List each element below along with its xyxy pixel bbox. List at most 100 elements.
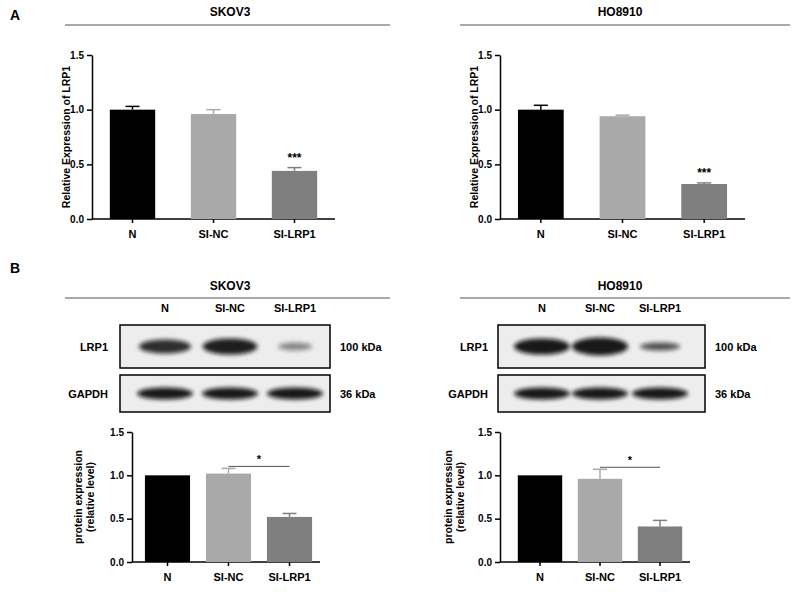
- x-tick-label: N: [537, 228, 545, 240]
- y-axis-line: [92, 56, 94, 220]
- y-axis: 0.00.51.01.5: [70, 50, 92, 225]
- error-bar: [207, 110, 221, 114]
- x-tick: SI-LRP1: [683, 219, 725, 240]
- plot-area: [518, 105, 727, 219]
- x-tick: SI-NC: [585, 562, 615, 583]
- y-tick-label: 0.5: [478, 513, 492, 524]
- x-tick-label: N: [536, 571, 544, 583]
- y-tick-mark: [87, 109, 92, 111]
- y-tick-mark: [495, 432, 500, 434]
- panel-heading: HO8910: [598, 5, 643, 19]
- blot-frame: [120, 325, 330, 368]
- y-tick-label: 1.5: [478, 427, 492, 438]
- x-tick: SI-LRP1: [273, 219, 315, 240]
- y-tick-label: 0.0: [110, 557, 124, 568]
- y-tick-mark: [495, 518, 500, 520]
- y-axis-title: (relative level): [84, 462, 96, 532]
- bar: [110, 110, 155, 219]
- significance-bracket: [600, 467, 660, 468]
- y-axis-line: [500, 56, 502, 220]
- lane-label: N: [538, 302, 546, 314]
- blot-band: [514, 339, 570, 355]
- x-tick: SI-LRP1: [268, 562, 310, 583]
- blot-row: [120, 375, 330, 412]
- y-tick-label: 1.0: [478, 470, 492, 481]
- x-axis: NSI-NCSI-LRP1: [132, 562, 320, 583]
- y-tick: 1.5: [478, 427, 500, 438]
- y-tick: 0.5: [110, 513, 132, 524]
- error-bar: [593, 469, 607, 479]
- x-tick: SI-LRP1: [639, 562, 681, 583]
- y-tick-mark: [127, 432, 132, 434]
- blot-row: [498, 325, 705, 368]
- blot-frame: [120, 375, 330, 412]
- error-bar: [534, 105, 548, 109]
- y-tick: 0.5: [70, 159, 92, 170]
- error-cap: [616, 114, 630, 116]
- y-tick-mark: [495, 475, 500, 477]
- bar: [267, 517, 312, 562]
- row-size: 36 kDa: [715, 388, 751, 400]
- heading-rule: [65, 25, 390, 26]
- lane-label: SI-NC: [585, 302, 615, 314]
- x-tick-label: SI-NC: [608, 228, 638, 240]
- y-tick-label: 1.5: [110, 427, 124, 438]
- y-axis-title: protein expression: [72, 450, 84, 544]
- y-axis: 0.0 0.5 1.0 1.5: [110, 427, 132, 568]
- bar: [206, 474, 251, 562]
- bar: [145, 475, 190, 562]
- blot-band: [572, 388, 628, 400]
- blot-band: [267, 388, 323, 400]
- y-tick-label: 1.5: [478, 50, 492, 61]
- lane-label: N: [161, 302, 169, 314]
- error-bar: [126, 106, 140, 109]
- lane-label: SI-LRP1: [274, 302, 316, 314]
- y-axis-title: Relative Expression of LRP1: [60, 66, 72, 209]
- y-tick-mark: [495, 164, 500, 166]
- bar: [600, 116, 646, 219]
- row-label: GAPDH: [448, 388, 488, 400]
- error-bar: [697, 183, 711, 184]
- y-tick: 0.5: [478, 513, 500, 524]
- error-bar: [653, 520, 667, 526]
- y-axis-line: [500, 433, 502, 563]
- row-size: 100 kDa: [340, 341, 382, 353]
- error-bar: [616, 115, 630, 116]
- y-tick-label: 0.0: [478, 214, 492, 225]
- blot-frame: [498, 375, 705, 412]
- x-tick-label: SI-LRP1: [273, 228, 315, 240]
- blot-band: [203, 339, 258, 355]
- x-tick-label: SI-LRP1: [639, 571, 681, 583]
- plot-area: [110, 106, 317, 219]
- chart: 0.00.51.01.5NSI-NCSI-LRP1Relative Expres…: [60, 50, 335, 240]
- error-cap: [534, 105, 548, 107]
- y-tick-mark: [495, 562, 500, 564]
- y-tick: 1.0: [110, 470, 132, 481]
- error-stem: [659, 520, 661, 526]
- y-tick-mark: [127, 562, 132, 564]
- plot-area: [518, 469, 682, 562]
- blot-frame: [498, 325, 705, 368]
- x-tick-label: SI-NC: [199, 228, 229, 240]
- error-cap: [697, 182, 711, 184]
- x-tick-label: SI-NC: [585, 571, 615, 583]
- y-tick: 1.5: [70, 50, 92, 61]
- blot-band: [139, 340, 191, 354]
- x-tick-label: SI-LRP1: [683, 228, 725, 240]
- error-cap: [207, 109, 221, 111]
- y-tick-mark: [127, 475, 132, 477]
- y-tick: 1.0: [478, 104, 500, 115]
- row-label: GAPDH: [68, 388, 108, 400]
- row-label: LRP1: [460, 341, 488, 353]
- y-tick-mark: [495, 109, 500, 111]
- heading-rule: [460, 298, 790, 299]
- blot-band: [514, 388, 570, 400]
- chart: 0.0 0.5 1.0 1.5 NSI-NCSI-LRP1 protein express…: [72, 427, 320, 583]
- y-tick-mark: [87, 164, 92, 166]
- blot-row: [498, 375, 705, 412]
- row-size: 100 kDa: [715, 341, 757, 353]
- y-tick-mark: [127, 518, 132, 520]
- bar: [518, 475, 562, 562]
- y-tick-mark: [495, 219, 500, 221]
- y-axis-title: protein expression: [442, 450, 454, 544]
